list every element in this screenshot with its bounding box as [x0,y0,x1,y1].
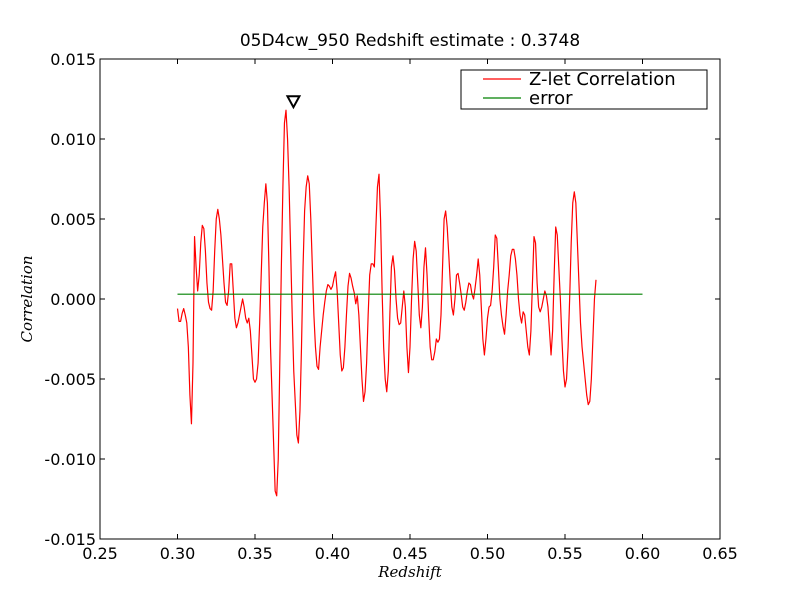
y-tick-label: -0.010 [44,450,96,469]
y-tick-label: -0.005 [44,370,96,389]
x-tick-label: 0.35 [237,544,273,563]
x-tick-label: 0.60 [625,544,661,563]
y-axis-label: Correlation [18,256,36,343]
legend-label-error: error [529,88,573,109]
legend: Z-let Correlation error [460,69,708,110]
y-tick-label: 0.015 [50,50,96,69]
x-tick-label: 0.55 [547,544,583,563]
x-tick-label: 0.40 [315,544,351,563]
legend-label-correlation: Z-let Correlation [529,69,676,90]
x-tick-label: 0.45 [392,544,428,563]
x-axis-ticks: 0.25 0.30 0.35 0.40 0.45 0.50 0.55 0.60 0.65 [82,59,738,563]
plot-area [99,58,721,540]
y-tick-label: -0.015 [44,530,96,549]
x-tick-label: 0.25 [82,544,118,563]
chart-title: 05D4cw_950 Redshift estimate : 0.3748 [240,31,580,51]
x-tick-label: 0.65 [702,544,738,563]
legend-box [460,69,708,110]
x-axis-label: Redshift [377,563,442,581]
peak-marker [285,95,302,110]
y-tick-label: 0.010 [50,130,96,149]
y-axis-ticks: -0.015 -0.010 -0.005 0.000 0.005 0.010 0.015 [44,50,720,549]
plot-background [100,59,720,539]
y-tick-label: 0.000 [50,290,96,309]
x-tick-label: 0.50 [470,544,506,563]
series-line-0 [176,109,597,497]
y-tick-label: 0.005 [50,210,96,229]
x-tick-label: 0.30 [160,544,196,563]
